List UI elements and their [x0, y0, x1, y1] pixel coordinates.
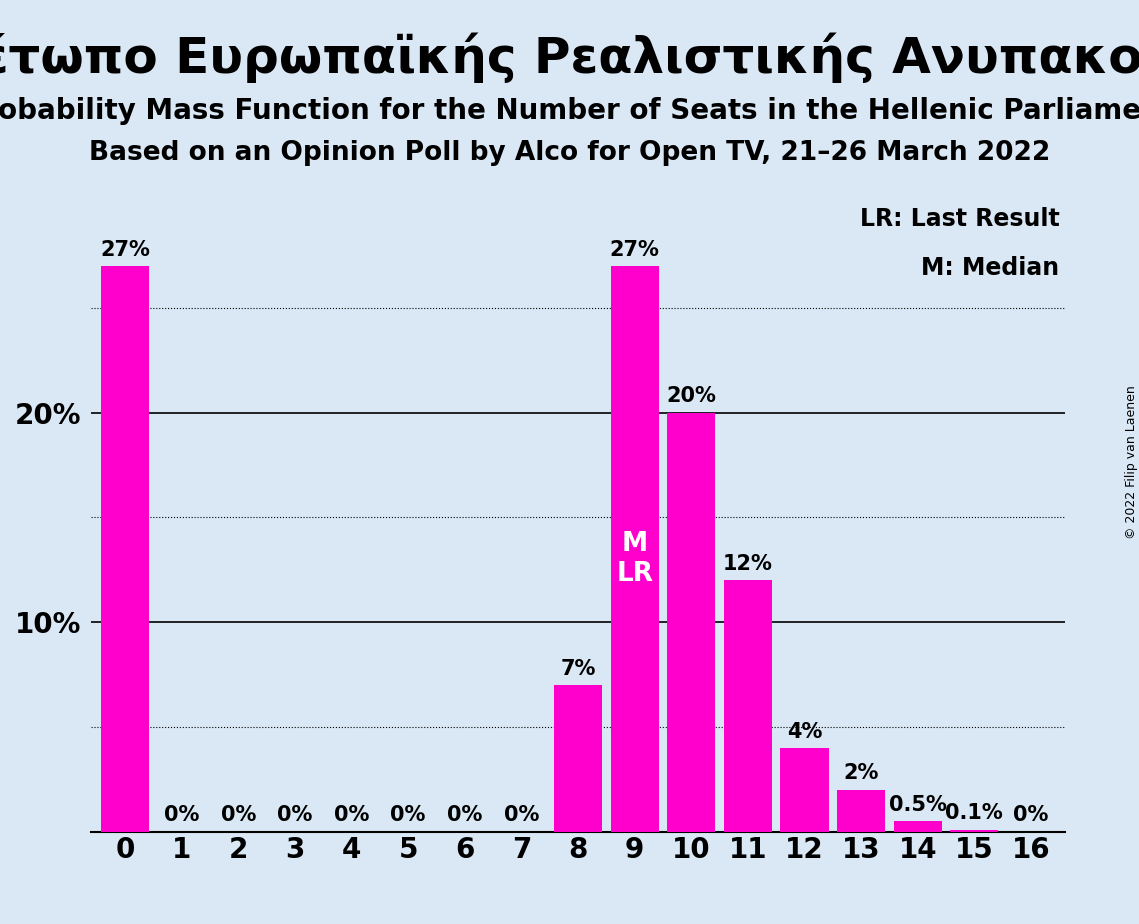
Text: Based on an Opinion Poll by Alco for Open TV, 21–26 March 2022: Based on an Opinion Poll by Alco for Ope… — [89, 140, 1050, 166]
Text: 0.5%: 0.5% — [888, 795, 947, 815]
Text: 0%: 0% — [503, 806, 539, 825]
Text: M
LR: M LR — [616, 531, 653, 588]
Text: M: Median: M: Median — [921, 256, 1059, 280]
Text: 7%: 7% — [560, 659, 596, 679]
Bar — [667, 413, 715, 832]
Text: 27%: 27% — [100, 240, 150, 260]
Text: 0%: 0% — [391, 806, 426, 825]
Text: 0%: 0% — [1014, 806, 1049, 825]
Bar — [554, 685, 603, 832]
Bar — [611, 266, 658, 832]
Text: 0%: 0% — [221, 806, 256, 825]
Bar — [837, 790, 885, 832]
Text: 4%: 4% — [787, 722, 822, 742]
Text: 0%: 0% — [334, 806, 369, 825]
Bar — [894, 821, 942, 832]
Bar — [724, 580, 772, 832]
Text: 2%: 2% — [844, 763, 879, 784]
Text: 0%: 0% — [277, 806, 312, 825]
Text: LR: Last Result: LR: Last Result — [860, 208, 1059, 232]
Text: © 2022 Filip van Laenen: © 2022 Filip van Laenen — [1124, 385, 1138, 539]
Text: 20%: 20% — [666, 386, 716, 407]
Text: 12%: 12% — [723, 554, 773, 574]
Text: 0%: 0% — [448, 806, 483, 825]
Bar — [780, 748, 828, 832]
Text: 27%: 27% — [609, 240, 659, 260]
Text: Probability Mass Function for the Number of Seats in the Hellenic Parliament: Probability Mass Function for the Number… — [0, 97, 1139, 125]
Text: Μέτωπο Ευρωπαϊκής Ρεαλιστικής Ανυπακοής: Μέτωπο Ευρωπαϊκής Ρεαλιστικής Ανυπακοής — [0, 32, 1139, 83]
Text: 0%: 0% — [164, 806, 199, 825]
Bar — [950, 830, 999, 832]
Text: 0.1%: 0.1% — [945, 803, 1003, 823]
Bar — [101, 266, 149, 832]
